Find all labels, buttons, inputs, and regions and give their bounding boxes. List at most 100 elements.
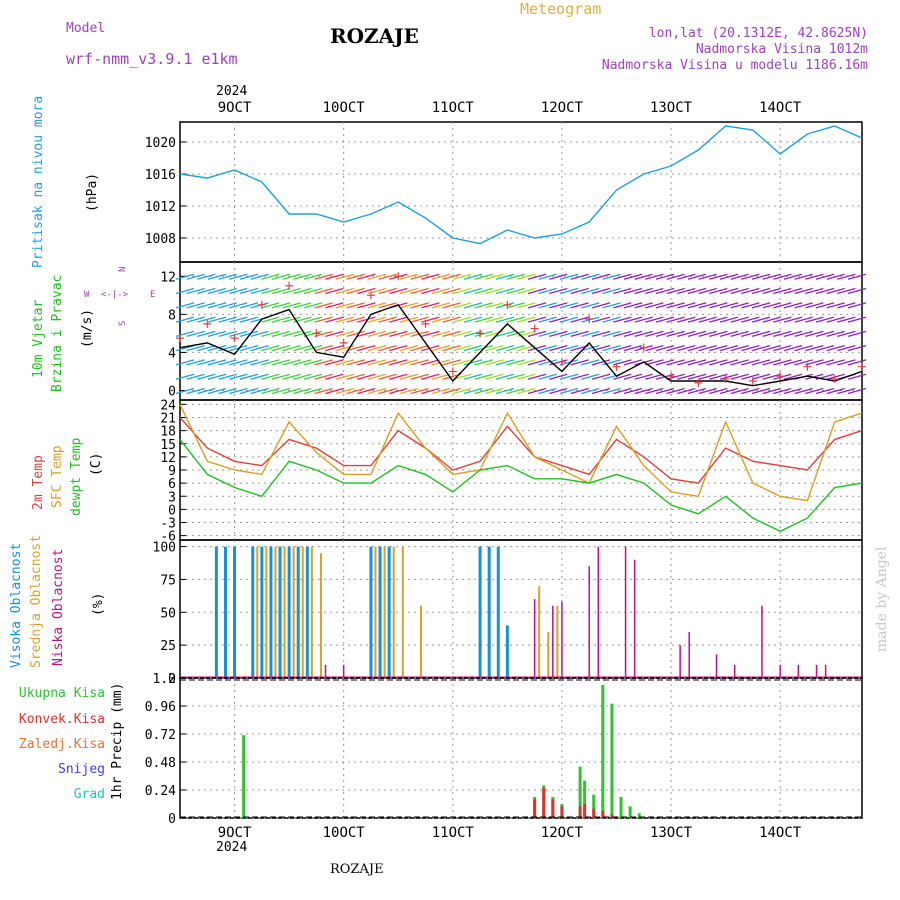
wind-arrow (549, 273, 568, 280)
wind-arrow (453, 302, 472, 309)
wind-arrow (495, 387, 515, 395)
wind-arrow (474, 316, 493, 323)
wind-arrow (325, 387, 344, 395)
wind-arrow (762, 316, 781, 323)
wind-gust-point (803, 362, 812, 371)
wind-arrow (570, 387, 589, 395)
panel-frame (179, 121, 863, 263)
wind-arrow (602, 287, 621, 295)
wind-arrow (293, 330, 312, 338)
wind-arrow (207, 316, 227, 323)
wind-arrow (623, 373, 643, 380)
top-day-label: 10OCT (323, 100, 366, 116)
wind-arrow (303, 373, 323, 380)
wind-arrow (666, 373, 685, 380)
wind-arrow (815, 330, 835, 338)
wind-arrow (794, 273, 813, 280)
wind-arrow (698, 316, 717, 323)
wind-arrow (826, 345, 845, 352)
wind-arrow (282, 373, 301, 380)
wind-arrow (335, 359, 355, 366)
meteogram-label: Meteogram (520, 0, 602, 18)
wind-arrow (730, 287, 749, 295)
y-tick-label: 3 (168, 490, 176, 505)
wind-arrow (698, 302, 717, 309)
wind-arrow (431, 302, 451, 309)
bar-mark (292, 546, 295, 678)
y-tick-label: 25 (160, 639, 176, 654)
wind-arrow (218, 287, 237, 295)
wind-arrow (250, 345, 269, 352)
wind-arrow (335, 373, 355, 380)
wind-arrow (602, 302, 621, 309)
wind-arrow (762, 302, 781, 309)
bar-mark (583, 780, 587, 818)
bar-mark (256, 546, 259, 678)
wind-arrow (314, 359, 333, 366)
series-line (179, 438, 863, 533)
bar-mark (592, 794, 596, 818)
wind-gust-point (557, 357, 566, 366)
bottom-day-label: 9OCT (218, 825, 252, 841)
wind-arrow (570, 330, 589, 338)
wind-arrow (527, 345, 547, 352)
y-tick-label: 6 (168, 477, 176, 492)
wind-arrow (517, 302, 536, 309)
wind-arrow (431, 316, 451, 323)
wind-arrow (570, 273, 589, 280)
wind-arrow (666, 316, 685, 323)
wind-arrow (218, 359, 237, 366)
footer-title: ROZAJE (330, 862, 384, 877)
wind-arrow (474, 273, 493, 280)
wind-arrow (719, 302, 739, 309)
model-label: Model (66, 21, 106, 36)
wind-arrow (186, 273, 205, 280)
wind-arrow (581, 387, 600, 395)
wind-arrow (506, 345, 525, 352)
wind-arrow (399, 345, 419, 352)
wind-arrow (826, 330, 845, 338)
wind-arrow (837, 273, 856, 280)
wind-arrow (591, 330, 611, 338)
wind-arrow (837, 287, 856, 295)
wind-arrow (826, 359, 845, 366)
wind-arrow (229, 316, 248, 323)
wind-arrow (314, 345, 333, 352)
wind-arrow (751, 287, 771, 295)
wind-arrow (207, 373, 227, 380)
bar-mark (628, 806, 632, 818)
wind-arrow (389, 330, 408, 338)
wind-arrow (698, 373, 717, 380)
wind-arrow (847, 316, 867, 323)
wind-arrow (207, 287, 227, 295)
wind-arrow (186, 302, 205, 309)
wind-arrow (303, 359, 323, 366)
wind-arrow (559, 302, 579, 309)
wind-arrow (581, 330, 600, 338)
bar-mark (542, 787, 546, 818)
wind-arrow (805, 387, 824, 395)
wind-arrow (538, 387, 557, 395)
wind-arrow (335, 302, 355, 309)
y-tick-label: 1008 (145, 232, 176, 247)
wind-arrow (218, 302, 237, 309)
wind-arrow (261, 373, 280, 380)
wind-arrow (730, 273, 749, 280)
bar-mark (733, 664, 736, 678)
wind-arrow (677, 373, 696, 380)
y-tick-label: 0 (168, 812, 176, 827)
wind-arrow (719, 287, 739, 295)
bar-mark (378, 546, 382, 678)
wind-arrow (613, 373, 632, 380)
wind-gust-point (476, 329, 485, 338)
wind-arrow (666, 359, 685, 366)
wind-gust-point (339, 338, 348, 347)
wind-arrow (378, 373, 397, 380)
wind-arrow (229, 302, 248, 309)
wind-gust-point (176, 334, 184, 343)
y-tick-label: 12 (160, 451, 176, 466)
bar-mark (578, 766, 582, 818)
top-day-label: 9OCT (218, 100, 252, 116)
wind-arrow (527, 316, 547, 323)
wind-arrow (239, 373, 259, 380)
